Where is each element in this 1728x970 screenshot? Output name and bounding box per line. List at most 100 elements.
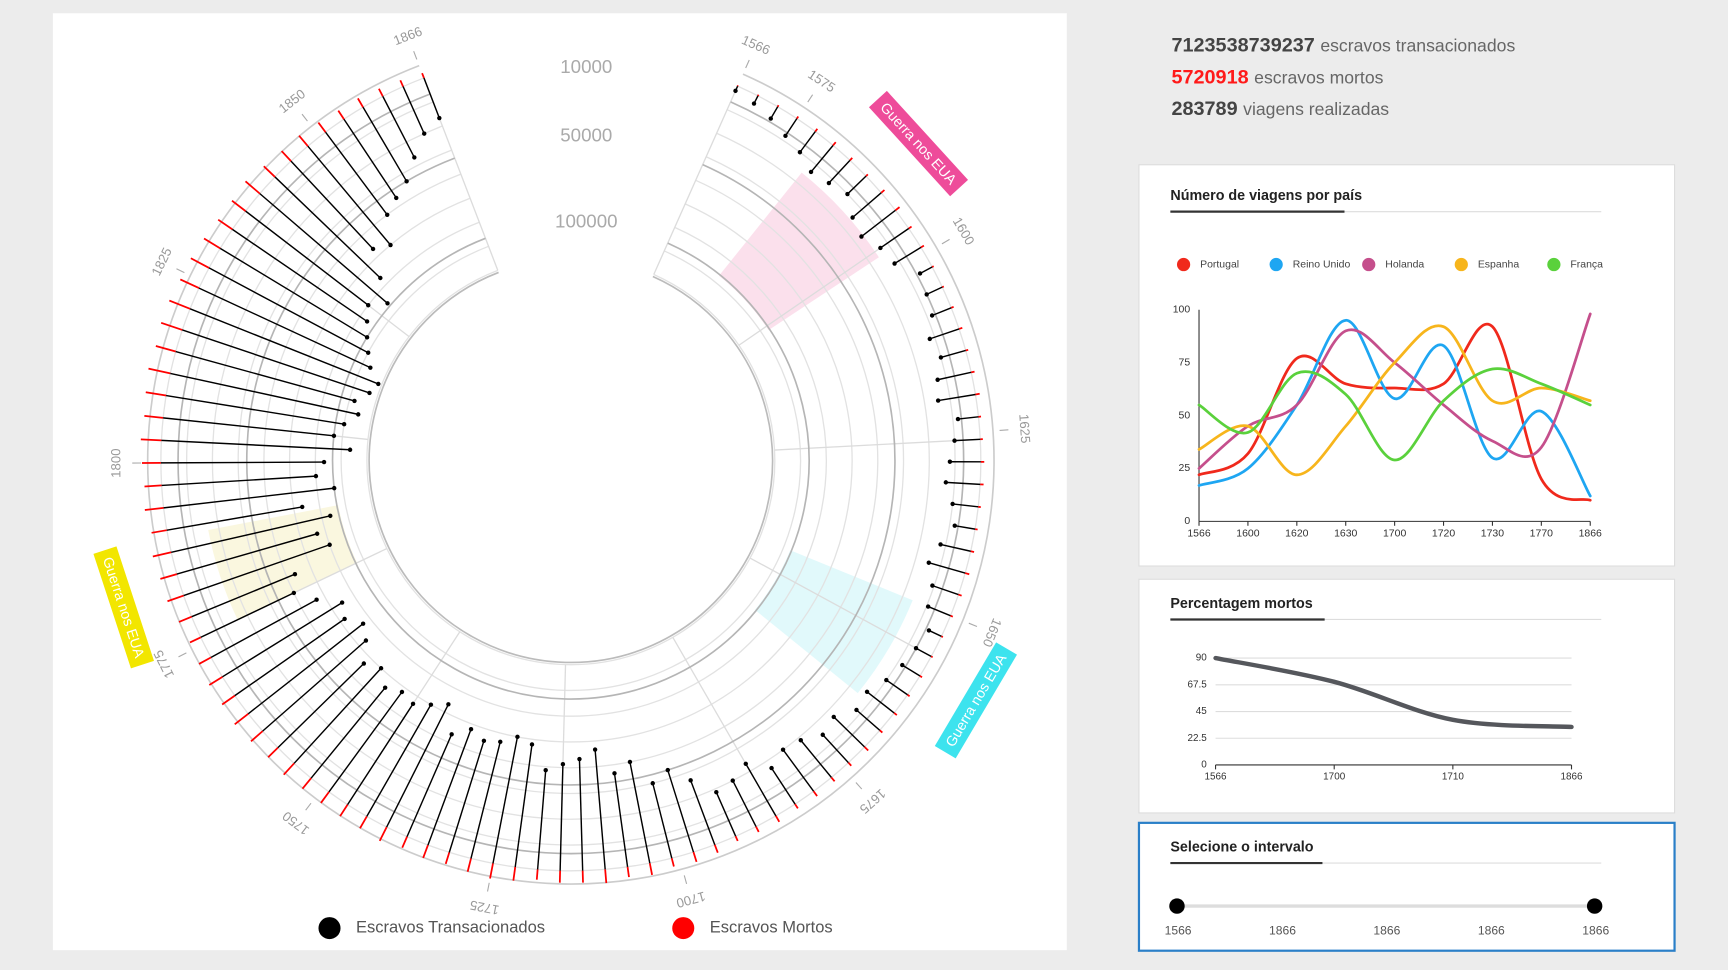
dead-bar [814,128,819,133]
lollipop-stem [866,691,895,714]
lollipop-dot [798,738,803,743]
lollipop-stem [852,192,882,219]
legend-dot [1454,257,1468,272]
lollipop-stem [171,515,331,553]
lollipop-stem [822,734,849,764]
dead-bar [359,815,368,829]
lollipop-dot [878,245,883,251]
lollipop-dot [900,662,905,668]
y-tick-label: 45 [1196,706,1208,717]
dead-bar [466,858,472,872]
line [1197,322,1592,502]
dead-bar [155,345,176,353]
dead-bar [849,157,853,161]
y-tick-label: 10000 [560,56,612,77]
lollipop-dot [300,504,305,510]
lollipop-dot [332,485,337,491]
dead-bar [830,776,836,782]
lollipop-stem [957,416,979,420]
lollipop-stem [782,749,815,792]
dead-bar [919,675,923,679]
line [1197,318,1592,498]
lollipop-dot [627,759,633,765]
slider-label: 1866 [1269,924,1296,938]
lollipop-dot [382,685,388,690]
dead-bar [263,165,276,178]
lollipop-stem [932,584,959,596]
lollipop-dot [321,459,327,465]
card-title: Número de viagens por país [1170,188,1362,204]
lollipop-dot [892,261,897,266]
lollipop-dot [385,301,390,306]
card-title: Selecione o intervalo [1170,839,1313,855]
lollipop-stem [945,481,981,486]
lollipop-stem [163,417,335,437]
stat-value: 7123538739237 [1171,35,1314,57]
lollipop-dot [743,761,748,766]
x-tick [745,59,750,69]
lollipop-stem [290,160,374,250]
x-tick-label: 1700 [675,889,707,911]
dead-bar [148,367,171,375]
lollipop-stem [559,764,564,871]
lollipop-dot [929,313,935,318]
lollipop-stem [166,394,345,425]
slider-label: 1866 [1373,924,1400,938]
x-tick-label: 1630 [1334,528,1357,539]
lollipop-stem [274,176,381,279]
lollipop-stem [926,286,943,296]
dead-bar [670,857,675,867]
lollipop-dot [769,765,774,771]
lollipop-stem [161,439,351,451]
lollipop-stem [954,524,976,530]
lollipop-dot [370,246,376,252]
lollipop-dot [592,747,598,752]
dead-bar [958,593,962,597]
lollipop-stem [382,96,415,158]
dead-bar [865,173,869,177]
lollipop-stem [940,543,971,552]
lollipop-stem [182,329,370,394]
x-tick-label: 1725 [469,897,501,917]
stat: 7123538739237 escravos transacionados [1171,35,1515,57]
x-tick [305,802,312,811]
dead-bar [776,104,780,108]
lollipop-stem [366,704,432,817]
lollipop-stem [770,106,779,119]
lollipop-stem [745,763,777,817]
lollipop-dot [292,572,298,577]
slider-handle[interactable] [1586,898,1603,914]
lollipop-stem [427,728,472,846]
lollipop-stem [200,592,295,638]
lollipop-stem [222,601,343,678]
lollipop-stem [219,247,368,338]
x-tick [683,875,688,885]
dead-bar [399,79,404,87]
stat-label: viagens realizadas [1243,99,1389,119]
lollipop-stem [952,503,979,508]
x-tick-label: 1800 [108,448,123,478]
card[interactable] [1137,821,1676,952]
dead-bar [151,529,167,534]
lollipop-stem [343,118,397,199]
dead-bar [190,257,210,269]
lollipop-stem [770,767,796,805]
lollipop-dot [884,677,889,683]
y-tick-label: 22.5 [1187,733,1207,744]
lollipop-stem [277,663,365,749]
lollipop-stem [163,487,335,509]
lollipop-dot [650,781,655,786]
y-tick-label: 0 [1184,516,1190,527]
dead-bar [317,122,327,133]
lollipop-dot [361,661,367,666]
lollipop-stem [402,86,425,134]
lollipop-stem [247,623,364,715]
lollipop-stem [856,709,881,731]
lollipop-stem [652,783,673,859]
lollipop-dot [365,350,371,355]
dead-bar [189,636,202,644]
y-tick-label: 75 [1179,357,1191,368]
lollipop-dot [342,616,347,622]
lollipop-stem [667,769,695,853]
slider-handle[interactable] [1169,898,1185,914]
